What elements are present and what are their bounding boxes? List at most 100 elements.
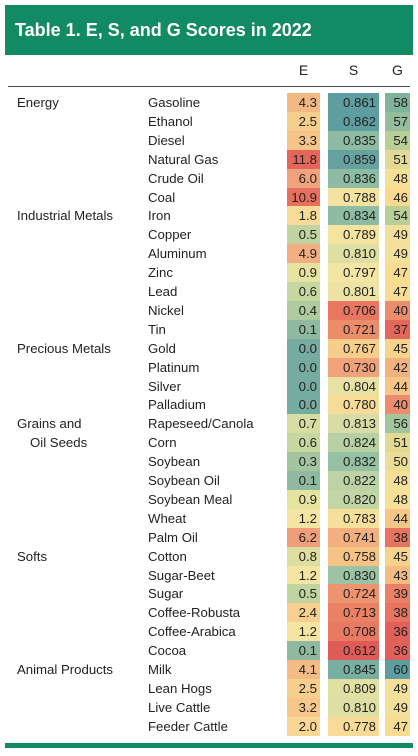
g-score-cell: 40 [385, 300, 410, 320]
row-item-label: Lead [148, 284, 178, 299]
s-score-cell: 0.783 [328, 508, 379, 528]
g-score-cell: 60 [385, 660, 410, 679]
s-score-cell: 0.721 [328, 319, 379, 339]
row-item-label: Coal [148, 189, 176, 205]
table-row: Nickel 0.4 0.706 40 [0, 300, 418, 320]
row-item-label: Soybean [148, 454, 201, 470]
s-score-cell: 0.822 [328, 471, 379, 490]
table-row: Live Cattle 3.2 0.810 49 [0, 697, 418, 717]
s-score-cell: 0.845 [328, 660, 379, 679]
row-item-label: Lean Hogs [148, 680, 212, 696]
row-item-label: Ethanol [148, 113, 193, 129]
table-row: Soybean 0.3 0.832 50 [0, 452, 418, 472]
g-score-cell: 48 [385, 471, 410, 490]
e-score-cell: 0.8 [287, 546, 320, 566]
row-item-label: Natural Gas [148, 151, 219, 167]
row-item-label: Soybean Meal [148, 491, 233, 507]
s-score-cell: 0.724 [328, 584, 379, 604]
s-score-cell: 0.767 [328, 338, 379, 358]
g-score-cell: 54 [385, 206, 410, 226]
row-item-label: Palladium [148, 397, 206, 413]
e-score-cell: 0.1 [287, 641, 320, 661]
g-score-cell: 36 [385, 622, 410, 642]
e-score-cell: 0.5 [287, 584, 320, 604]
row-item-label: Live Cattle [148, 699, 211, 715]
row-item-label: Tin [148, 321, 166, 337]
s-score-cell: 0.797 [328, 263, 379, 283]
g-score-cell: 57 [385, 111, 410, 131]
e-score-cell: 11.8 [287, 149, 320, 169]
row-item-label: Milk [148, 662, 172, 677]
table-row: Crude Oil 6.0 0.836 48 [0, 168, 418, 188]
table-row: Silver 0.0 0.804 44 [0, 376, 418, 396]
row-item-label: Aluminum [148, 246, 207, 262]
column-header-e: E [298, 62, 309, 78]
g-score-cell: 50 [385, 452, 410, 472]
table-row: Copper 0.5 0.789 49 [0, 225, 418, 245]
row-item-label: Sugar-Beet [148, 567, 215, 583]
row-item-label: Gold [148, 340, 176, 356]
g-score-cell: 45 [385, 338, 410, 358]
row-item-label: Rapeseed/Canola [148, 416, 254, 432]
s-score-cell: 0.801 [328, 282, 379, 301]
e-score-cell: 3.3 [287, 130, 320, 150]
s-score-cell: 0.789 [328, 225, 379, 245]
table-row: Lean Hogs 2.5 0.809 49 [0, 678, 418, 698]
g-score-cell: 48 [385, 168, 410, 188]
e-score-cell: 2.4 [287, 603, 320, 623]
row-item-label: Palm Oil [148, 529, 198, 545]
table-row: Cocoa 0.1 0.612 36 [0, 641, 418, 661]
e-score-cell: 0.3 [287, 452, 320, 472]
s-score-cell: 0.741 [328, 527, 379, 547]
g-score-cell: 43 [385, 565, 410, 585]
e-score-cell: 0.6 [287, 282, 320, 301]
row-group-label: Precious Metals [17, 340, 111, 356]
e-score-cell: 6.0 [287, 168, 320, 188]
e-score-cell: 0.9 [287, 489, 320, 509]
row-item-label: Cocoa [148, 643, 187, 659]
table-row: Energy Gasoline 4.3 0.861 58 [0, 93, 418, 112]
e-score-cell: 1.2 [287, 508, 320, 528]
g-score-cell: 38 [385, 603, 410, 623]
table-row: Animal Products Milk 4.1 0.845 60 [0, 660, 418, 679]
s-score-cell: 0.758 [328, 546, 379, 566]
g-score-cell: 47 [385, 282, 410, 301]
row-item-label: Cotton [148, 548, 187, 564]
header-rule [8, 86, 410, 87]
row-item-label: Soybean Oil [148, 473, 220, 488]
table-row: Soybean Meal 0.9 0.820 48 [0, 489, 418, 509]
table-row: Zinc 0.9 0.797 47 [0, 263, 418, 283]
row-item-label: Nickel [148, 302, 184, 318]
e-score-cell: 1.2 [287, 565, 320, 585]
row-item-label: Gasoline [148, 95, 201, 110]
e-score-cell: 3.2 [287, 697, 320, 717]
table-row: Feeder Cattle 2.0 0.778 47 [0, 716, 418, 736]
e-score-cell: 6.2 [287, 527, 320, 547]
s-score-cell: 0.835 [328, 130, 379, 150]
table-row: Industrial Metals Iron 1.8 0.834 54 [0, 206, 418, 226]
g-score-cell: 47 [385, 263, 410, 283]
s-score-cell: 0.836 [328, 168, 379, 188]
s-score-cell: 0.612 [328, 641, 379, 661]
s-score-cell: 0.832 [328, 452, 379, 472]
table-row: Softs Cotton 0.8 0.758 45 [0, 546, 418, 566]
table-title: Table 1. E, S, and G Scores in 2022 [5, 5, 413, 55]
row-item-label: Diesel [148, 132, 185, 148]
e-score-cell: 0.5 [287, 225, 320, 245]
row-item-label: Zinc [148, 265, 173, 281]
g-score-cell: 54 [385, 130, 410, 150]
row-group-label: Grains and [17, 416, 82, 432]
e-score-cell: 2.0 [287, 716, 320, 736]
g-score-cell: 38 [385, 527, 410, 547]
row-group-label: Industrial Metals [17, 208, 114, 224]
s-score-cell: 0.804 [328, 376, 379, 396]
column-header-s: S [348, 62, 359, 78]
g-score-cell: 37 [385, 319, 410, 339]
row-item-label: Platinum [148, 359, 200, 375]
e-score-cell: 4.9 [287, 244, 320, 264]
row-item-label: Copper [148, 227, 192, 243]
g-score-cell: 47 [385, 716, 410, 736]
s-score-cell: 0.778 [328, 716, 379, 736]
table-row: Grains and Oil Seeds Rapeseed/Canola 0.7 0.8… [0, 414, 418, 450]
e-score-cell: 0.4 [287, 300, 320, 320]
